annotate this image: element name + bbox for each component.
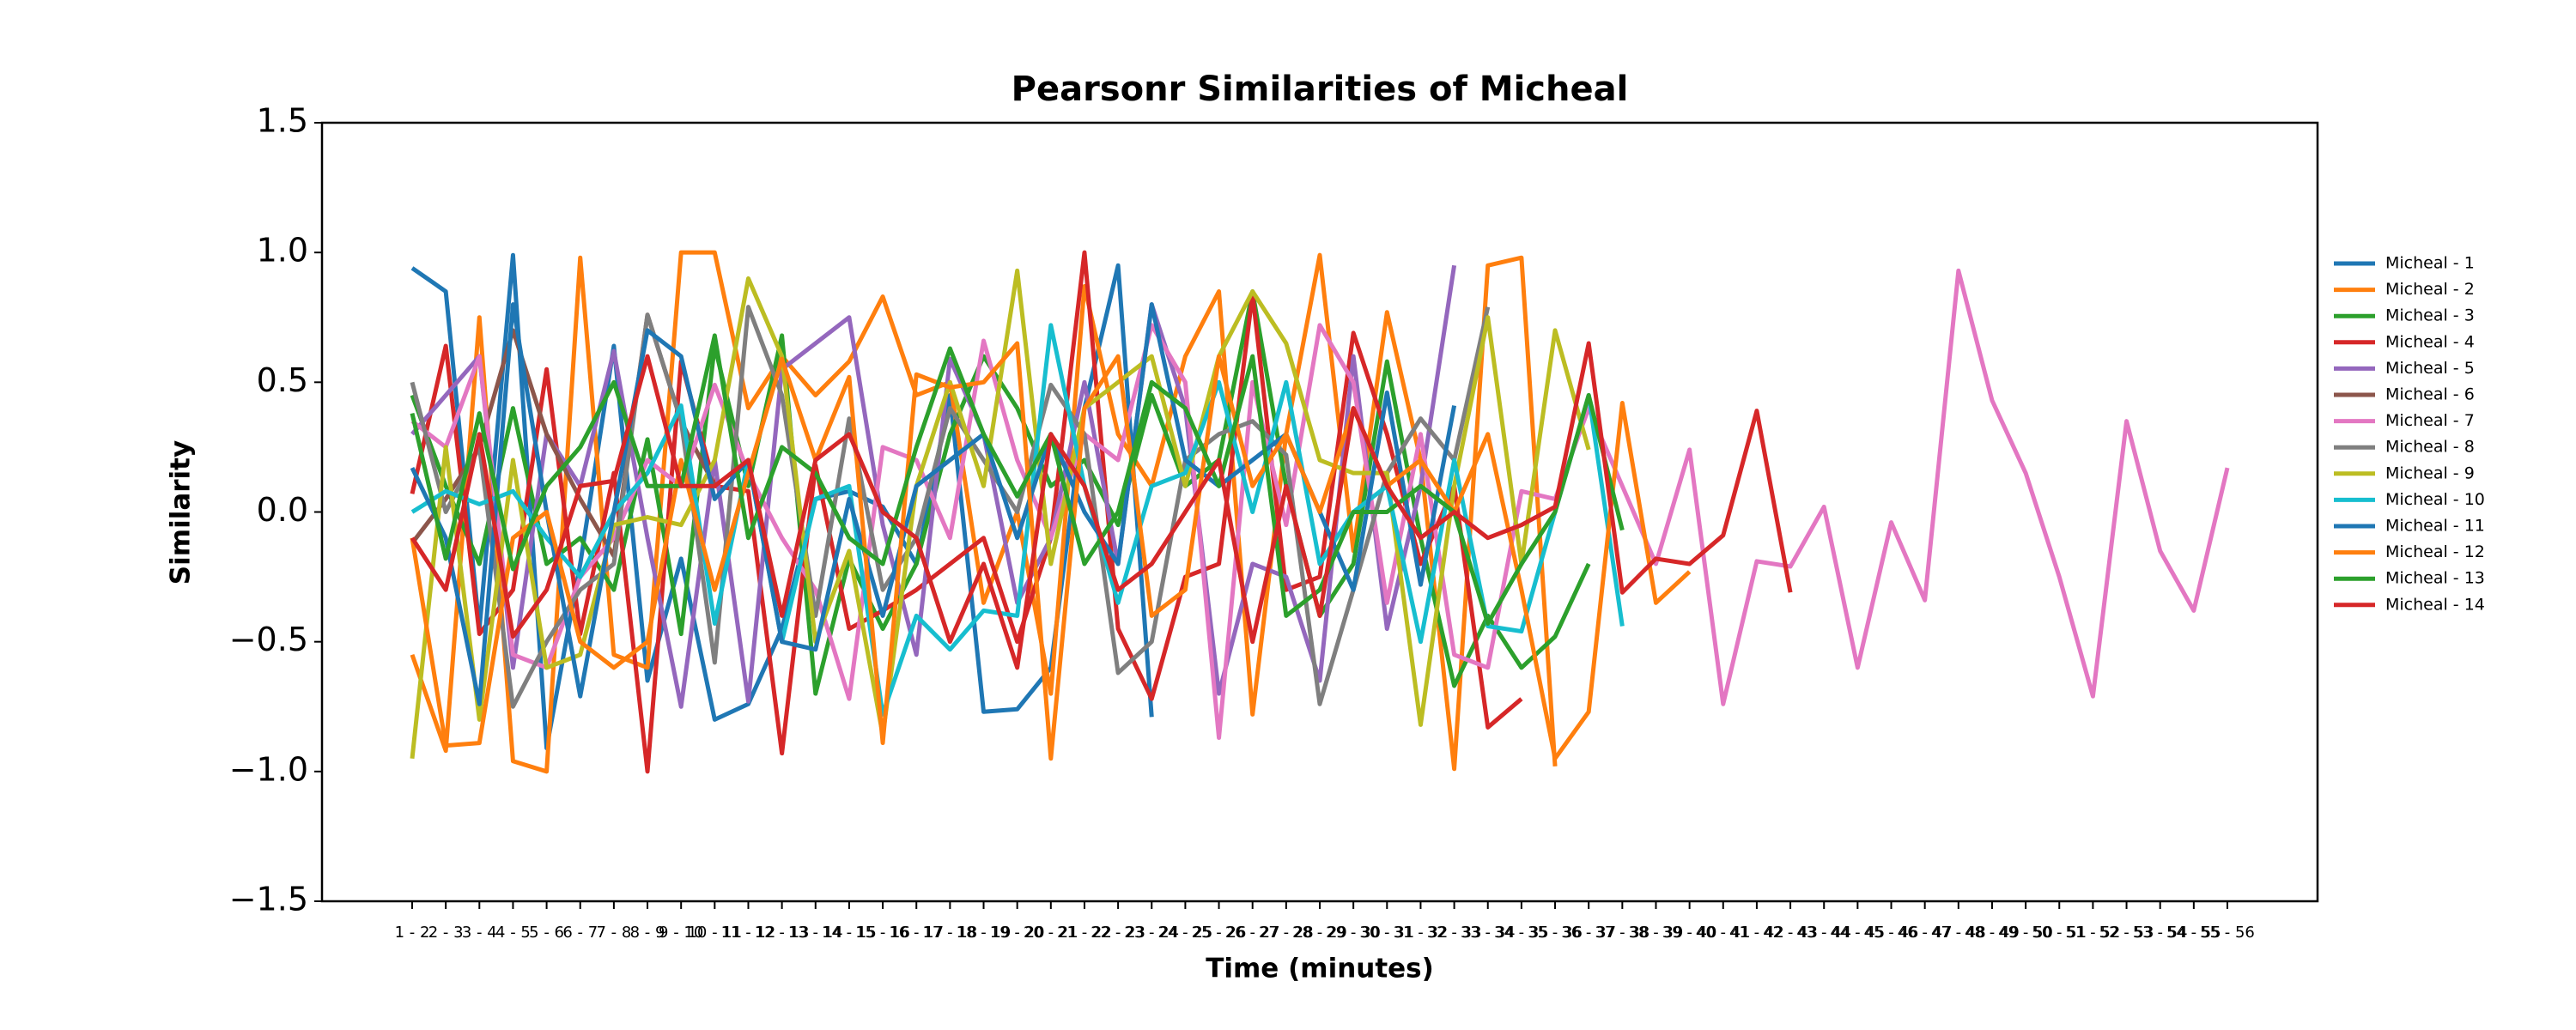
x-tick-label: 8 - 9 bbox=[630, 924, 665, 942]
legend-label: Micheal - 10 bbox=[2385, 490, 2485, 509]
y-tick-label: −1.5 bbox=[229, 881, 308, 918]
x-tick-label: 47 - 48 bbox=[1931, 924, 1986, 942]
series-line bbox=[410, 341, 1793, 670]
x-tick-label: 28 - 29 bbox=[1292, 924, 1347, 942]
x-tick-label: 16 - 17 bbox=[889, 924, 944, 942]
x-tick-label: 19 - 20 bbox=[990, 924, 1045, 942]
x-tick-label: 42 - 43 bbox=[1763, 924, 1818, 942]
x-tick-label: 49 - 50 bbox=[1998, 924, 2053, 942]
x-tick-label: 13 - 14 bbox=[788, 924, 843, 942]
legend-label: Micheal - 14 bbox=[2385, 595, 2485, 614]
x-tick-label: 17 - 18 bbox=[922, 924, 977, 942]
y-tick-label: 1.0 bbox=[257, 232, 308, 270]
x-tick-label: 12 - 13 bbox=[755, 924, 810, 942]
series-line bbox=[410, 341, 1692, 761]
series-line bbox=[410, 305, 1491, 709]
legend-label: Micheal - 7 bbox=[2385, 411, 2475, 430]
x-tick-label: 44 - 45 bbox=[1830, 924, 1885, 942]
x-tick-label: 22 - 23 bbox=[1091, 924, 1145, 942]
legend-label: Micheal - 2 bbox=[2385, 280, 2475, 299]
x-tick-label: 26 - 27 bbox=[1225, 924, 1280, 942]
legend-label: Micheal - 9 bbox=[2385, 464, 2475, 482]
chart-title: Pearsonr Similarities of Micheal bbox=[1012, 70, 1629, 109]
x-tick-label: 5 - 6 bbox=[529, 924, 564, 942]
x-tick-label: 41 - 42 bbox=[1729, 924, 1784, 942]
x-tick-label: 55 - 56 bbox=[2200, 924, 2255, 942]
x-tick-label: 20 - 21 bbox=[1024, 924, 1078, 942]
y-tick-label: 0.5 bbox=[257, 361, 308, 399]
x-tick-label: 53 - 54 bbox=[2133, 924, 2188, 942]
y-tick-label: −1.0 bbox=[229, 750, 308, 788]
x-tick-label: 7 - 8 bbox=[596, 924, 631, 942]
x-tick-label: 3 - 4 bbox=[462, 924, 497, 942]
x-tick-label: 46 - 47 bbox=[1898, 924, 1953, 942]
series-line bbox=[410, 268, 2230, 741]
legend-label: Micheal - 12 bbox=[2385, 542, 2485, 561]
x-tick-label: 52 - 53 bbox=[2099, 924, 2154, 942]
x-tick-label: 35 - 36 bbox=[1528, 924, 1583, 942]
series-line bbox=[410, 302, 1457, 706]
x-tick-label: 24 - 25 bbox=[1158, 924, 1213, 942]
x-tick-label: 34 - 35 bbox=[1494, 924, 1549, 942]
x-tick-label: 40 - 41 bbox=[1696, 924, 1751, 942]
legend-label: Micheal - 4 bbox=[2385, 332, 2475, 351]
x-tick-label: 50 - 51 bbox=[2032, 924, 2087, 942]
x-tick-label: 54 - 55 bbox=[2166, 924, 2221, 942]
legend-label: Micheal - 3 bbox=[2385, 306, 2475, 325]
x-tick-label: 2 - 3 bbox=[428, 924, 464, 942]
x-tick-label: 48 - 49 bbox=[1965, 924, 2020, 942]
x-tick-label: 51 - 52 bbox=[2066, 924, 2121, 942]
x-tick-label: 37 - 38 bbox=[1595, 924, 1649, 942]
x-tick-label: 43 - 44 bbox=[1796, 924, 1851, 942]
x-tick-label: 45 - 46 bbox=[1864, 924, 1919, 942]
x-tick-label: 10 - 11 bbox=[687, 924, 742, 942]
x-tick-label: 6 - 7 bbox=[562, 924, 598, 942]
plot-frame bbox=[320, 121, 2319, 903]
legend-label: Micheal - 5 bbox=[2385, 359, 2475, 378]
x-tick-label: 30 - 31 bbox=[1359, 924, 1414, 942]
x-axis-label: Time (minutes) bbox=[1206, 954, 1434, 985]
x-tick-label: 31 - 32 bbox=[1394, 924, 1449, 942]
legend-label: Micheal - 8 bbox=[2385, 438, 2475, 457]
x-tick-label: 36 - 37 bbox=[1561, 924, 1616, 942]
x-tick-label: 23 - 24 bbox=[1124, 924, 1179, 942]
x-tick-label: 9 - 10 bbox=[659, 924, 703, 942]
legend-label: Micheal - 13 bbox=[2385, 569, 2485, 588]
y-tick-label: −0.5 bbox=[229, 621, 308, 658]
y-axis-label: Similarity bbox=[166, 440, 197, 585]
y-tick-label: 0.0 bbox=[257, 491, 308, 529]
x-tick-label: 39 - 40 bbox=[1662, 924, 1717, 942]
legend-label: Micheal - 6 bbox=[2385, 385, 2475, 404]
x-tick-label: 32 - 33 bbox=[1427, 924, 1482, 942]
x-tick-label: 25 - 26 bbox=[1192, 924, 1247, 942]
x-tick-label: 33 - 34 bbox=[1461, 924, 1516, 942]
x-tick-label: 14 - 15 bbox=[822, 924, 877, 942]
x-tick-label: 27 - 28 bbox=[1259, 924, 1314, 942]
x-tick-label: 38 - 39 bbox=[1629, 924, 1684, 942]
x-tick-label: 15 - 16 bbox=[855, 924, 910, 942]
x-tick-label: 21 - 22 bbox=[1057, 924, 1112, 942]
x-tick-label: 29 - 30 bbox=[1326, 924, 1381, 942]
x-tick-label: 11 - 12 bbox=[721, 924, 776, 942]
legend-label: Micheal - 11 bbox=[2385, 517, 2485, 536]
legend-label: Micheal - 1 bbox=[2385, 254, 2475, 273]
y-tick-label: 1.5 bbox=[257, 102, 308, 140]
x-tick-label: 18 - 19 bbox=[957, 924, 1012, 942]
series-line bbox=[410, 252, 1154, 751]
series-line bbox=[410, 333, 1625, 626]
x-tick-label: 1 - 2 bbox=[395, 924, 430, 942]
x-tick-label: 4 - 5 bbox=[495, 924, 531, 942]
